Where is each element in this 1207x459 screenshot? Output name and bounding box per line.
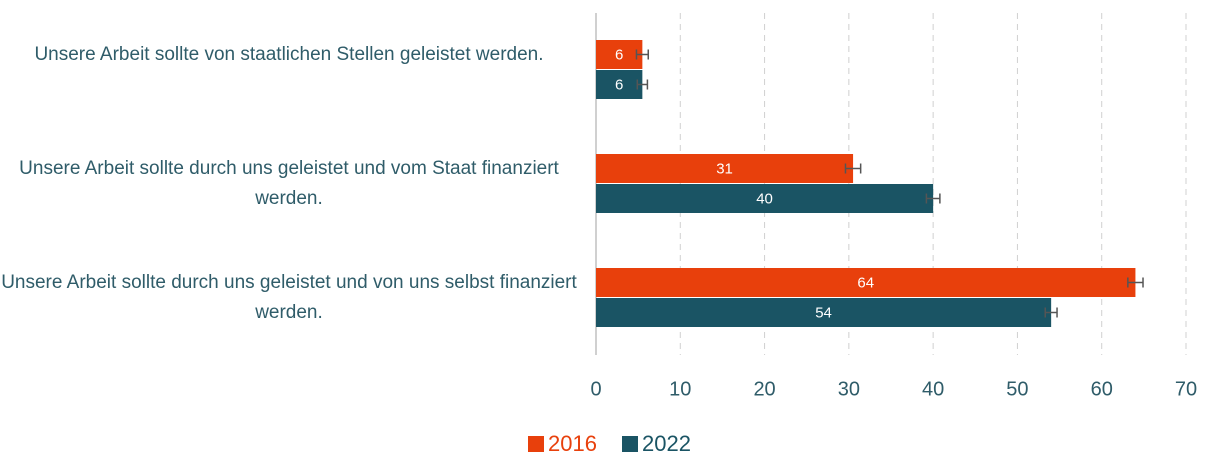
value-label: 64 [857, 274, 874, 291]
bar [596, 268, 1136, 297]
x-tick-label: 60 [1091, 378, 1113, 400]
x-tick-label: 40 [922, 378, 944, 400]
value-label: 6 [615, 46, 623, 63]
value-label: 54 [815, 304, 832, 321]
error-bar [925, 193, 941, 204]
x-tick-label: 50 [1006, 378, 1028, 400]
bar [596, 70, 643, 99]
error-bar [844, 163, 862, 174]
x-tick-label: 30 [838, 378, 860, 400]
error-bar [636, 79, 649, 90]
x-tick-label: 70 [1175, 378, 1197, 400]
legend-label: 2022 [642, 431, 691, 456]
value-label: 40 [756, 190, 773, 207]
category-label: Unsere Arbeit sollte von staatlichen Ste… [34, 44, 544, 65]
x-tick-label: 0 [590, 378, 601, 400]
bar [596, 40, 643, 69]
bar [596, 298, 1052, 327]
x-tick-label: 10 [669, 378, 691, 400]
legend-label: 2016 [548, 431, 597, 456]
bar [596, 154, 854, 183]
error-bar [635, 49, 650, 60]
error-bar [1044, 307, 1058, 318]
legend-swatch [528, 436, 544, 452]
value-label: 31 [716, 160, 733, 177]
category-label: Unsere Arbeit sollte durch uns geleistet… [1, 272, 577, 323]
category-label: Unsere Arbeit sollte durch uns geleistet… [19, 158, 559, 209]
error-bar [1127, 277, 1144, 288]
x-tick-label: 20 [753, 378, 775, 400]
legend-swatch [622, 436, 638, 452]
value-label: 6 [615, 76, 623, 93]
bar [596, 184, 934, 213]
